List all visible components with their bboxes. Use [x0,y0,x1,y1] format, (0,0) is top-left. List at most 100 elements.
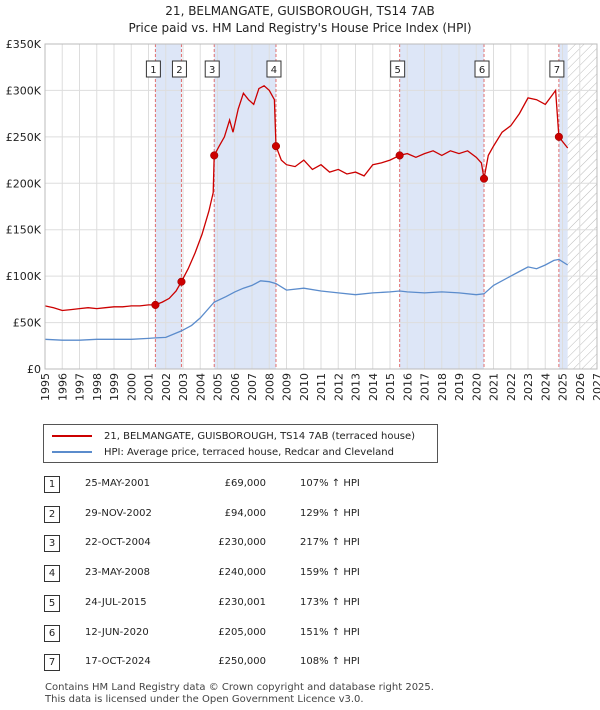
x-tick-label: 2003 [177,373,190,401]
ownership-shade [214,44,276,369]
y-tick-label: £50K [13,317,42,330]
sale-label: 6 [479,65,485,76]
row-price: £240,000 [218,567,266,579]
plot-frame [44,43,598,370]
y-tick-label: £300K [6,84,42,97]
sale-point [271,142,281,151]
y-tick-label: £350K [6,38,42,51]
y-tick-label: £100K [6,270,42,283]
x-tick-label: 2002 [160,373,173,401]
legend-item-hpi: HPI: Average price, terraced house, Redc… [52,445,394,459]
sale-label-box [549,60,565,78]
row-hpi-change: 173% ↑ HPI [300,596,360,608]
sale-point [151,300,160,309]
table-row: 3 22-OCT-2004 £230,000 217% ↑ HPI [0,535,600,555]
row-price: £250,000 [218,656,266,668]
table-row: 6 12-JUN-2020 £205,000 151% ↑ HPI [0,624,600,645]
legend-swatch-hpi [52,451,92,453]
sale-point [395,151,404,160]
sale-point [210,151,219,160]
row-number: 2 [44,505,60,523]
x-tick-label: 2013 [350,373,363,401]
row-date: 23-MAY-2008 [85,567,151,579]
legend-swatch-price [52,435,92,437]
y-tick-label: £200K [6,177,42,190]
x-tick-label: 2006 [229,373,242,401]
x-tick-label: 2001 [143,373,156,401]
sale-point [554,132,563,141]
sale-point [177,277,186,286]
row-number: 1 [44,476,60,493]
x-tick-label: 1995 [39,373,52,401]
sale-label-box [266,60,282,78]
x-tick-label: 2007 [246,373,259,401]
row-date: 24-JUL-2015 [85,596,147,608]
chart-subtitle: Price paid vs. HM Land Registry's House … [128,21,472,35]
row-date: 22-OCT-2004 [85,537,151,549]
x-tick-label: 2015 [384,373,397,401]
y-tick-label: £250K [6,131,42,144]
row-date: 17-OCT-2024 [85,656,151,668]
x-tick-label: 2011 [315,373,328,401]
x-tick-label: 2021 [488,373,501,401]
footer-copyright: Contains HM Land Registry data © Crown c… [45,682,434,693]
x-tick-label: 2022 [505,373,518,401]
legend-item-price: 21, BELMANGATE, GUISBOROUGH, TS14 7AB (t… [52,429,415,443]
x-tick-label: 1998 [91,373,104,401]
x-tick-label: 1999 [108,373,121,401]
table-row: 7 17-OCT-2024 £250,000 108% ↑ HPI [0,654,600,674]
table-row: 5 24-JUL-2015 £230,001 173% ↑ HPI [0,594,600,615]
series-line [44,258,569,341]
x-tick-label: 2004 [194,373,207,401]
x-tick-label: 2010 [298,373,311,401]
row-number: 3 [44,535,60,553]
chart-legend: 21, BELMANGATE, GUISBOROUGH, TS14 7AB (t… [43,424,438,463]
sale-label: 7 [554,65,560,76]
x-tick-label: 2005 [212,373,225,401]
chart-title: 21, BELMANGATE, GUISBOROUGH, TS14 7AB [165,4,435,18]
forecast-hatch [567,44,597,369]
x-tick-label: 2014 [367,373,380,401]
row-price: £230,000 [218,537,266,549]
row-price: £205,000 [218,626,266,638]
sale-label: 3 [209,65,215,76]
x-tick-label: 2023 [522,373,535,401]
footer-licence: This data is licensed under the Open Gov… [45,694,364,705]
legend-label-hpi: HPI: Average price, terraced house, Redc… [104,446,394,458]
row-hpi-change: 151% ↑ HPI [300,626,360,638]
sale-label: 2 [176,65,182,76]
y-tick-label: £150K [6,224,42,237]
x-tick-label: 2027 [591,373,600,401]
x-tick-label: 1996 [56,373,69,401]
row-hpi-change: 129% ↑ HPI [300,507,360,519]
row-hpi-change: 107% ↑ HPI [300,478,360,489]
x-tick-label: 2009 [281,373,294,401]
sale-label: 5 [394,65,400,76]
row-hpi-change: 108% ↑ HPI [300,656,360,668]
x-tick-label: 2012 [332,373,345,401]
x-tick-label: 1997 [74,373,87,401]
row-price: £69,000 [224,478,266,489]
row-number: 4 [44,565,60,583]
row-date: 25-MAY-2001 [85,478,151,489]
x-tick-label: 2000 [125,373,138,401]
price-chart: £0 £50K £100K £150K £200K £250K £300K £350K 1995… [6,38,600,401]
x-tick-label: 2026 [574,373,587,401]
ownership-shade [155,44,182,369]
x-tick-label: 2017 [419,373,432,401]
row-number: 6 [44,624,60,642]
x-tick-label: 2025 [557,373,570,401]
x-tick-label: 2020 [470,373,483,401]
sale-label-box [204,60,220,78]
row-hpi-change: 159% ↑ HPI [300,567,360,579]
table-row: 4 23-MAY-2008 £240,000 159% ↑ HPI [0,565,600,585]
x-tick-label: 2024 [539,373,552,401]
x-tick-label: 2018 [436,373,449,401]
row-date: 12-JUN-2020 [85,626,149,638]
row-number: 5 [44,594,60,612]
sale-label-box [390,60,406,78]
row-hpi-change: 217% ↑ HPI [300,537,360,549]
row-date: 29-NOV-2002 [85,507,152,519]
sale-label-box [145,60,161,78]
sale-label-box [474,60,490,78]
